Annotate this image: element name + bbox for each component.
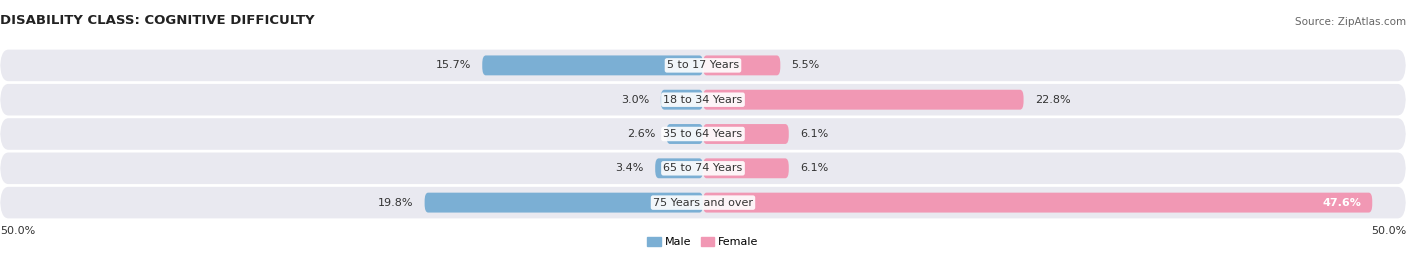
FancyBboxPatch shape [482,55,703,75]
Text: 3.4%: 3.4% [616,163,644,173]
Text: 35 to 64 Years: 35 to 64 Years [664,129,742,139]
Text: 6.1%: 6.1% [800,129,828,139]
FancyBboxPatch shape [0,118,1406,150]
Text: 75 Years and over: 75 Years and over [652,198,754,208]
Text: 65 to 74 Years: 65 to 74 Years [664,163,742,173]
Text: DISABILITY CLASS: COGNITIVE DIFFICULTY: DISABILITY CLASS: COGNITIVE DIFFICULTY [0,14,315,27]
FancyBboxPatch shape [661,90,703,110]
FancyBboxPatch shape [655,158,703,178]
Text: 22.8%: 22.8% [1035,95,1070,105]
Text: 47.6%: 47.6% [1322,198,1361,208]
Text: 6.1%: 6.1% [800,163,828,173]
FancyBboxPatch shape [703,55,780,75]
Text: 19.8%: 19.8% [378,198,413,208]
FancyBboxPatch shape [0,84,1406,116]
Text: 50.0%: 50.0% [0,226,35,236]
Text: 3.0%: 3.0% [621,95,650,105]
Text: 5 to 17 Years: 5 to 17 Years [666,60,740,70]
FancyBboxPatch shape [0,152,1406,184]
Text: 15.7%: 15.7% [436,60,471,70]
Text: 5.5%: 5.5% [792,60,820,70]
FancyBboxPatch shape [666,124,703,144]
Text: 50.0%: 50.0% [1371,226,1406,236]
Text: Source: ZipAtlas.com: Source: ZipAtlas.com [1295,17,1406,27]
Text: 18 to 34 Years: 18 to 34 Years [664,95,742,105]
FancyBboxPatch shape [703,193,1372,213]
FancyBboxPatch shape [0,50,1406,81]
FancyBboxPatch shape [703,90,1024,110]
FancyBboxPatch shape [703,124,789,144]
FancyBboxPatch shape [0,187,1406,218]
Text: 2.6%: 2.6% [627,129,655,139]
Legend: Male, Female: Male, Female [643,233,763,252]
FancyBboxPatch shape [425,193,703,213]
FancyBboxPatch shape [703,158,789,178]
